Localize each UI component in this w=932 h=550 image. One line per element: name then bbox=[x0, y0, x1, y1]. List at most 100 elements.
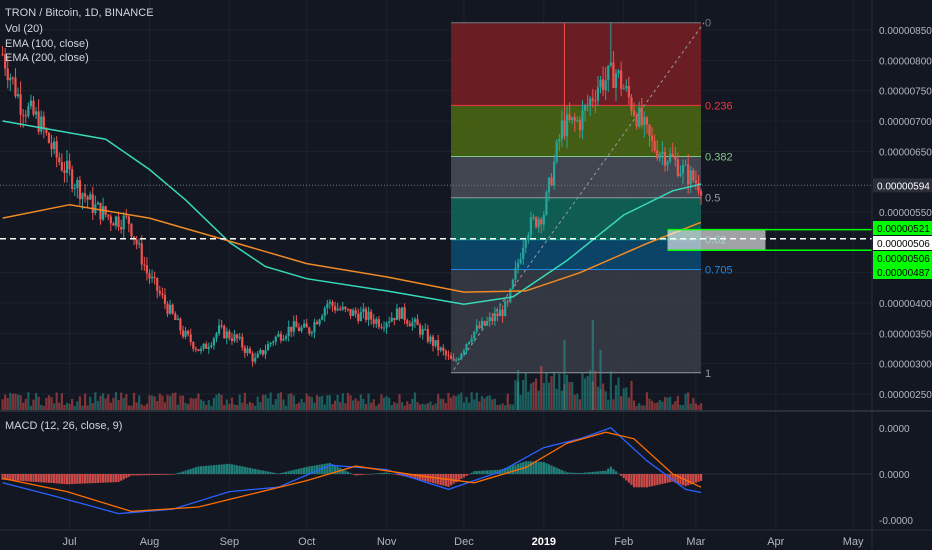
macd-histogram-bar bbox=[653, 474, 656, 486]
macd-histogram-bar bbox=[256, 469, 259, 474]
candle-body bbox=[352, 310, 355, 316]
volume-bar bbox=[83, 393, 87, 410]
macd-histogram-bar bbox=[187, 469, 190, 474]
candle-body bbox=[176, 318, 179, 320]
volume-bar bbox=[24, 398, 27, 410]
volume-bar bbox=[522, 379, 525, 410]
candle-body bbox=[496, 313, 499, 317]
volume-bar bbox=[266, 398, 270, 410]
volume-bar bbox=[382, 397, 386, 410]
macd-histogram-bar bbox=[506, 467, 509, 474]
volume-bar bbox=[364, 404, 368, 410]
macd-histogram-bar bbox=[199, 466, 203, 474]
candle-body bbox=[650, 135, 654, 141]
macd-histogram-bar bbox=[246, 467, 249, 474]
volume-bar bbox=[344, 403, 347, 410]
candle-body bbox=[421, 329, 424, 335]
macd-histogram-bar bbox=[411, 474, 414, 479]
volume-bar bbox=[169, 395, 172, 410]
candle-body bbox=[372, 319, 375, 324]
macd-histogram-bar bbox=[426, 474, 429, 482]
volume-bar bbox=[553, 371, 556, 410]
candle-body bbox=[400, 307, 404, 319]
volume-bar bbox=[640, 405, 643, 410]
candle-body bbox=[419, 325, 422, 335]
volume-bar bbox=[34, 393, 38, 410]
candle-body bbox=[266, 344, 270, 351]
volume-bar bbox=[89, 396, 92, 410]
macd-histogram-bar bbox=[207, 465, 210, 474]
legend-symbol[interactable]: TRON / Bitcoin, 1D, BINANCE bbox=[5, 7, 154, 19]
candle-body bbox=[166, 303, 169, 314]
macd-histogram-bar bbox=[127, 474, 130, 477]
volume-bar bbox=[269, 392, 272, 410]
candle-body bbox=[19, 94, 22, 115]
legend-ema100[interactable]: EMA (100, close) bbox=[5, 38, 89, 50]
candle-body bbox=[53, 141, 56, 150]
volume-bar bbox=[516, 370, 520, 410]
candle-body bbox=[625, 86, 628, 89]
legend-macd[interactable]: MACD (12, 26, close, 9) bbox=[5, 420, 123, 432]
candle-body bbox=[607, 65, 610, 81]
macd-histogram-bar bbox=[496, 469, 499, 474]
volume-bar bbox=[205, 404, 208, 410]
macd-histogram-bar bbox=[19, 474, 22, 481]
volume-bar bbox=[73, 405, 76, 410]
candle-body bbox=[181, 330, 185, 337]
candle-body bbox=[210, 345, 213, 347]
candle-body bbox=[694, 180, 697, 184]
candle-body bbox=[212, 338, 216, 346]
candle-body bbox=[669, 153, 672, 162]
macd-histogram-bar bbox=[1, 474, 4, 480]
volume-bar bbox=[236, 405, 239, 410]
volume-bar bbox=[50, 397, 53, 410]
candle-body bbox=[303, 323, 306, 328]
volume-bar bbox=[318, 396, 321, 410]
price-tick-label: 0.00000700 bbox=[879, 117, 932, 128]
macd-histogram-bar bbox=[109, 474, 112, 483]
macd-histogram-bar bbox=[558, 468, 561, 474]
fib-trend-line bbox=[453, 22, 705, 371]
candle-body bbox=[382, 327, 386, 329]
legend-ema200[interactable]: EMA (200, close) bbox=[5, 52, 89, 64]
fib-zone bbox=[451, 197, 702, 240]
candle-body bbox=[55, 141, 58, 158]
candle-body bbox=[292, 321, 295, 332]
volume-bar bbox=[591, 320, 594, 410]
ema100-line bbox=[2, 120, 702, 305]
candle-body bbox=[256, 353, 259, 358]
time-tick-label: Nov bbox=[377, 536, 397, 548]
candle-body bbox=[202, 343, 205, 349]
candle-body bbox=[640, 107, 643, 126]
macd-histogram-bar bbox=[666, 474, 669, 483]
macd-histogram-bar bbox=[431, 474, 435, 484]
volume-bar bbox=[313, 402, 316, 410]
candle-body bbox=[653, 140, 656, 151]
candle-body bbox=[493, 313, 496, 322]
volume-bar bbox=[385, 396, 388, 410]
volume-bar bbox=[215, 394, 218, 410]
volume-bar bbox=[277, 393, 280, 410]
macd-histogram-bar bbox=[671, 474, 674, 482]
volume-bar bbox=[403, 405, 406, 410]
macd-histogram-bar bbox=[179, 472, 182, 474]
candle-body bbox=[439, 347, 442, 351]
volume-bar bbox=[9, 392, 12, 410]
candle-body bbox=[261, 350, 264, 355]
volume-bar bbox=[625, 387, 628, 410]
legend-volume[interactable]: Vol (20) bbox=[5, 23, 43, 35]
volume-bar bbox=[241, 402, 244, 410]
macd-histogram-bar bbox=[277, 473, 280, 475]
volume-bar bbox=[612, 399, 615, 410]
price-label-text: 0.00000506 bbox=[877, 239, 930, 250]
candle-body bbox=[563, 120, 566, 137]
macd-histogram-bar bbox=[176, 473, 179, 474]
macd-histogram-bar bbox=[439, 474, 442, 485]
macd-histogram-bar bbox=[661, 474, 664, 484]
macd-histogram-bar bbox=[163, 474, 167, 475]
volume-bar bbox=[212, 397, 216, 410]
volume-bar bbox=[699, 403, 703, 410]
ema200-line bbox=[2, 203, 702, 293]
